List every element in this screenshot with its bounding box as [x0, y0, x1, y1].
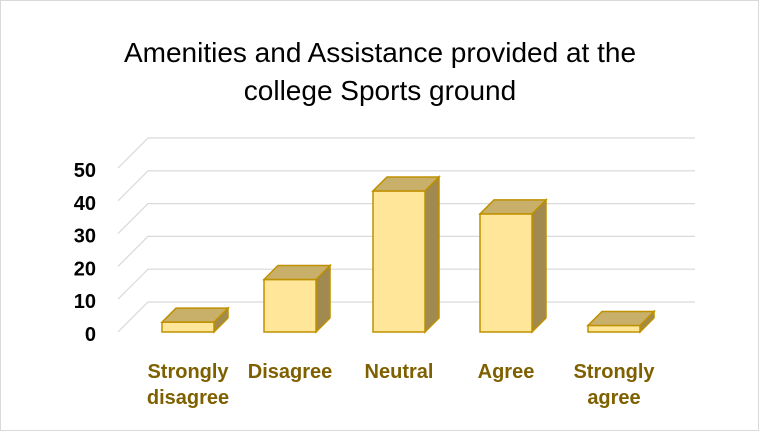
x-tick-label: Disagree — [248, 361, 333, 383]
bar — [586, 309, 656, 334]
y-tick-label: 40 — [74, 193, 96, 215]
bar-top-face — [586, 310, 656, 327]
bar — [478, 198, 548, 334]
bar-front-face — [479, 213, 533, 333]
bar-top-face — [478, 199, 548, 215]
bar-top-face — [262, 264, 332, 281]
x-tick-label: Neutral — [365, 361, 434, 383]
bar-front-face — [372, 190, 426, 333]
y-tick-label: 0 — [85, 324, 96, 346]
y-tick-label: 20 — [74, 258, 96, 280]
y-tick-label: 30 — [74, 226, 96, 248]
y-tick-label: 10 — [74, 291, 96, 313]
bar — [371, 175, 441, 334]
bar-front-face — [263, 278, 317, 333]
bar-front-face — [161, 321, 215, 333]
bar-top-face — [160, 307, 230, 323]
bar-side-face — [424, 175, 440, 334]
y-tick-label: 50 — [74, 160, 96, 182]
chart-title: Amenities and Assistance provided at the… — [123, 37, 637, 106]
bar-front-face — [587, 324, 641, 333]
x-tick-label: Agree — [478, 361, 535, 383]
gridline — [117, 137, 695, 169]
bar — [160, 306, 230, 334]
bar-top-face — [371, 176, 441, 192]
bar — [262, 263, 332, 334]
gridline — [117, 170, 695, 202]
x-tick-label: Strongly agree — [573, 361, 655, 409]
bar-side-face — [531, 198, 547, 334]
x-tick-label: Strongly disagree — [147, 361, 230, 409]
